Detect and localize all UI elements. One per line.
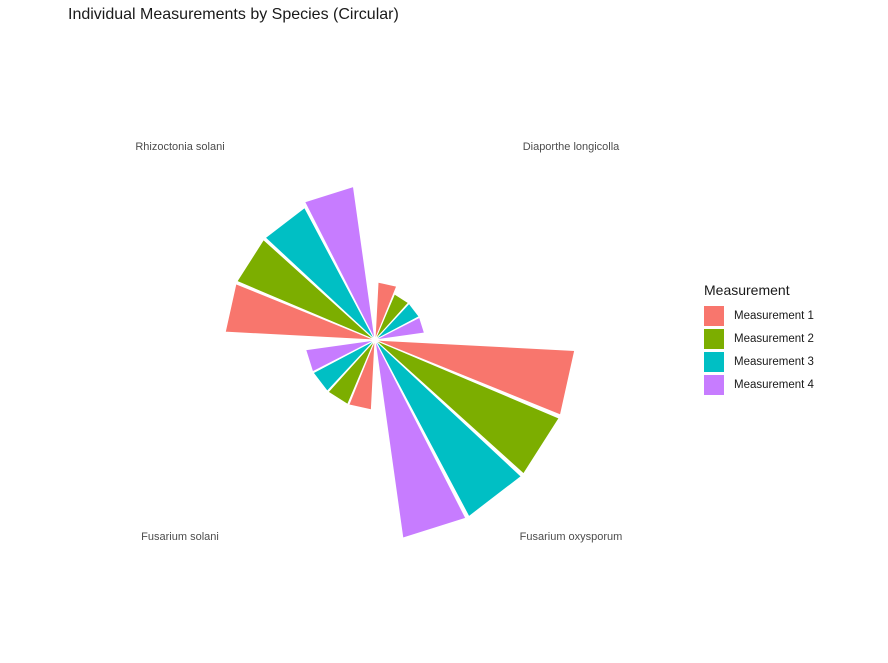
- chart-title: Individual Measurements by Species (Circ…: [68, 6, 399, 23]
- bar-3-2: [327, 339, 376, 406]
- legend-label: Measurement 3: [734, 355, 814, 368]
- bars-group: [224, 185, 576, 539]
- legend-key-swatch: [704, 351, 724, 372]
- legend-key-swatch: [704, 374, 724, 395]
- legend-label: Measurement 1: [734, 309, 814, 322]
- legend: Measurement Measurement 1 Measurement 2 Me…: [704, 282, 814, 396]
- legend-item: Measurement 3: [704, 350, 814, 373]
- category-label: Diaporthe longicolla: [523, 141, 620, 153]
- category-label: Fusarium solani: [141, 531, 219, 543]
- bar-2-1: [374, 339, 576, 416]
- legend-item: Measurement 4: [704, 373, 814, 396]
- legend-item: Measurement 2: [704, 327, 814, 350]
- bar-1-1: [374, 281, 398, 341]
- category-labels-group: Diaporthe longicolla Fusarium oxysporum Fu…: [135, 141, 622, 543]
- legend-key-swatch: [704, 328, 724, 349]
- bar-4-3: [264, 206, 376, 341]
- legend-items: Measurement 1 Measurement 2 Measurement 3 M…: [704, 304, 814, 396]
- legend-label: Measurement 2: [734, 332, 814, 345]
- category-label: Fusarium oxysporum: [520, 531, 623, 543]
- bar-3-3: [312, 339, 376, 392]
- bar-4-2: [236, 238, 376, 341]
- bar-3-4: [305, 339, 376, 373]
- legend-label: Measurement 4: [734, 378, 814, 391]
- legend-item: Measurement 1: [704, 304, 814, 327]
- legend-key-swatch: [704, 305, 724, 326]
- bar-4-1: [224, 283, 376, 341]
- bar-2-4: [374, 339, 467, 539]
- bar-3-1: [348, 339, 376, 411]
- bar-2-2: [374, 339, 560, 475]
- legend-title: Measurement: [704, 282, 790, 298]
- category-label: Rhizoctonia solani: [135, 141, 224, 153]
- bar-2-3: [374, 339, 523, 518]
- bar-1-4: [374, 316, 426, 341]
- bar-4-4: [303, 185, 376, 341]
